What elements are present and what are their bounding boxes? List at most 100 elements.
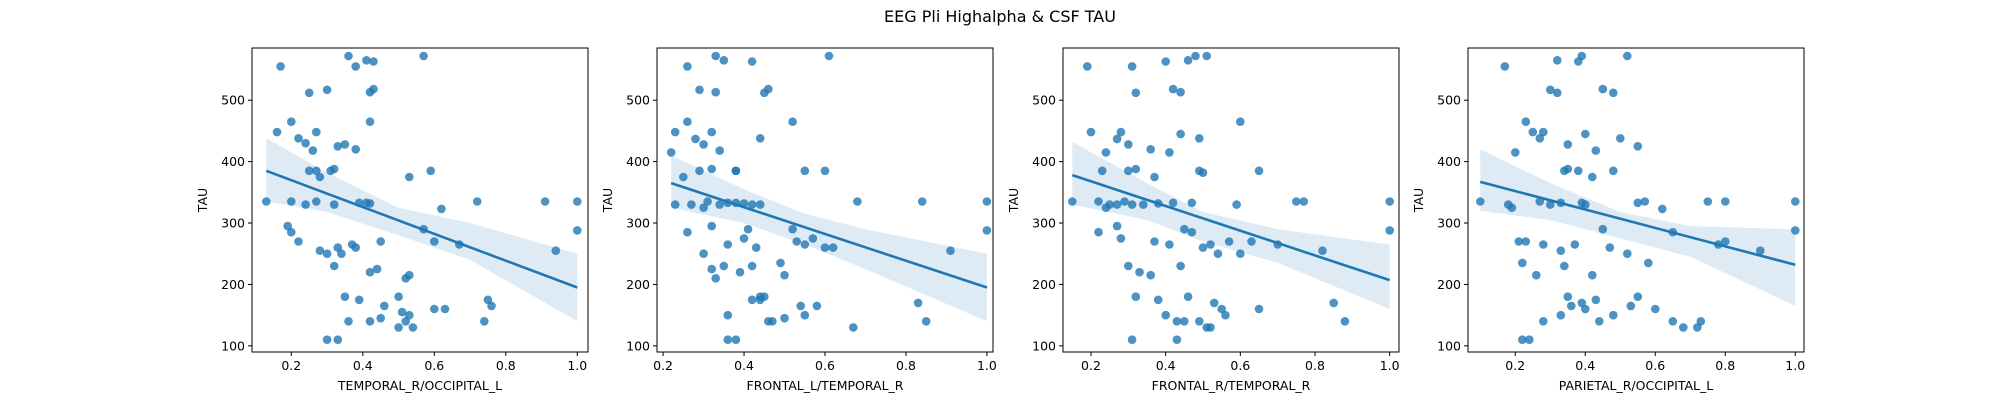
data-point: [301, 200, 310, 209]
data-point: [1195, 134, 1204, 143]
data-point: [755, 134, 765, 143]
data-point: [1139, 200, 1148, 209]
data-point: [394, 323, 403, 332]
data-point: [1588, 172, 1597, 182]
data-point: [337, 249, 346, 258]
data-point: [1609, 166, 1618, 176]
data-point: [1581, 200, 1590, 209]
data-point: [369, 57, 378, 66]
data-point: [800, 166, 810, 176]
data-point: [1563, 140, 1573, 149]
data-point: [921, 317, 931, 326]
data-point: [1563, 292, 1573, 302]
plot-area: [666, 51, 992, 345]
data-point: [1183, 292, 1193, 302]
data-point: [792, 237, 801, 246]
data-point: [747, 57, 757, 66]
data-point: [315, 172, 325, 182]
data-point: [1598, 224, 1608, 234]
data-point: [1591, 295, 1601, 305]
data-point: [1165, 148, 1174, 157]
x-tick-label: 0.4: [1156, 358, 1176, 373]
data-point: [1609, 310, 1618, 320]
data-point: [340, 140, 350, 149]
axes-frame: [1467, 47, 1805, 353]
y-tick-label: 200: [626, 277, 650, 292]
data-point: [1131, 292, 1141, 302]
data-point: [1191, 51, 1200, 61]
data-point: [376, 313, 386, 323]
data-point: [1172, 335, 1182, 345]
data-point: [695, 166, 704, 176]
data-point: [1161, 310, 1170, 320]
data-point: [946, 246, 955, 255]
data-point: [670, 127, 680, 137]
data-point: [1112, 221, 1122, 231]
data-point: [1153, 295, 1163, 305]
data-point: [1176, 261, 1185, 271]
data-point: [304, 88, 314, 98]
y-tick-label: 400: [626, 154, 650, 169]
subplot-2: 0.2 0.4 0.6 0.8 1.0 100 200 300 400 500 FRONTAL_L/…: [600, 47, 997, 393]
y-tick-label: 500: [221, 93, 245, 108]
data-point: [1539, 317, 1548, 326]
data-point: [695, 85, 704, 95]
data-point: [1161, 57, 1170, 66]
subplot-4: 0.2 0.4 0.6 0.8 1.0 100 200 300 400 500 PARIETAL_R…: [1411, 47, 1805, 393]
data-point: [820, 243, 830, 252]
confidence-band: [1072, 142, 1390, 309]
data-point: [1135, 267, 1144, 277]
data-point: [397, 307, 407, 317]
data-point: [1236, 117, 1245, 126]
data-point: [1598, 84, 1608, 94]
x-tick-label: 0.6: [1230, 358, 1250, 373]
data-point: [1567, 301, 1576, 311]
data-point: [1556, 310, 1566, 320]
data-point: [1146, 145, 1155, 154]
data-point: [365, 317, 375, 326]
data-point: [715, 146, 724, 155]
confidence-band: [1480, 149, 1796, 306]
data-point: [354, 295, 364, 305]
data-point: [796, 301, 805, 311]
data-point: [1514, 237, 1524, 246]
data-point: [1623, 249, 1632, 258]
data-point: [1112, 134, 1122, 144]
data-point: [573, 226, 582, 235]
x-axis-label: FRONTAL_R/TEMPORAL_R: [1152, 378, 1311, 393]
data-point: [1605, 243, 1615, 252]
y-tick-label: 100: [1437, 338, 1461, 353]
data-point: [322, 335, 332, 345]
data-point: [540, 197, 550, 206]
data-point: [1176, 87, 1185, 97]
data-point: [707, 164, 716, 174]
data-point: [982, 197, 992, 206]
data-point: [440, 304, 450, 314]
data-point: [1539, 240, 1548, 249]
data-point: [719, 261, 729, 271]
data-point: [1094, 227, 1103, 237]
data-point: [1626, 301, 1636, 311]
data-point: [1112, 200, 1122, 209]
x-tick-label: 0.8: [1715, 358, 1735, 373]
data-point: [1195, 317, 1204, 326]
data-point: [1385, 197, 1394, 206]
data-point: [1574, 166, 1583, 176]
data-point: [376, 237, 386, 246]
y-tick-label: 200: [221, 277, 245, 292]
data-point: [723, 310, 733, 320]
y-tick-label: 100: [221, 338, 245, 353]
data-point: [1198, 168, 1208, 177]
data-point: [731, 166, 741, 176]
data-point: [329, 261, 339, 271]
data-point: [1500, 62, 1510, 71]
data-point: [315, 246, 325, 255]
data-point: [1756, 246, 1765, 255]
data-point: [849, 323, 858, 332]
data-point: [1721, 197, 1730, 206]
data-point: [982, 226, 992, 235]
data-point: [1172, 317, 1182, 326]
data-point: [1105, 200, 1114, 209]
data-point: [405, 172, 414, 182]
